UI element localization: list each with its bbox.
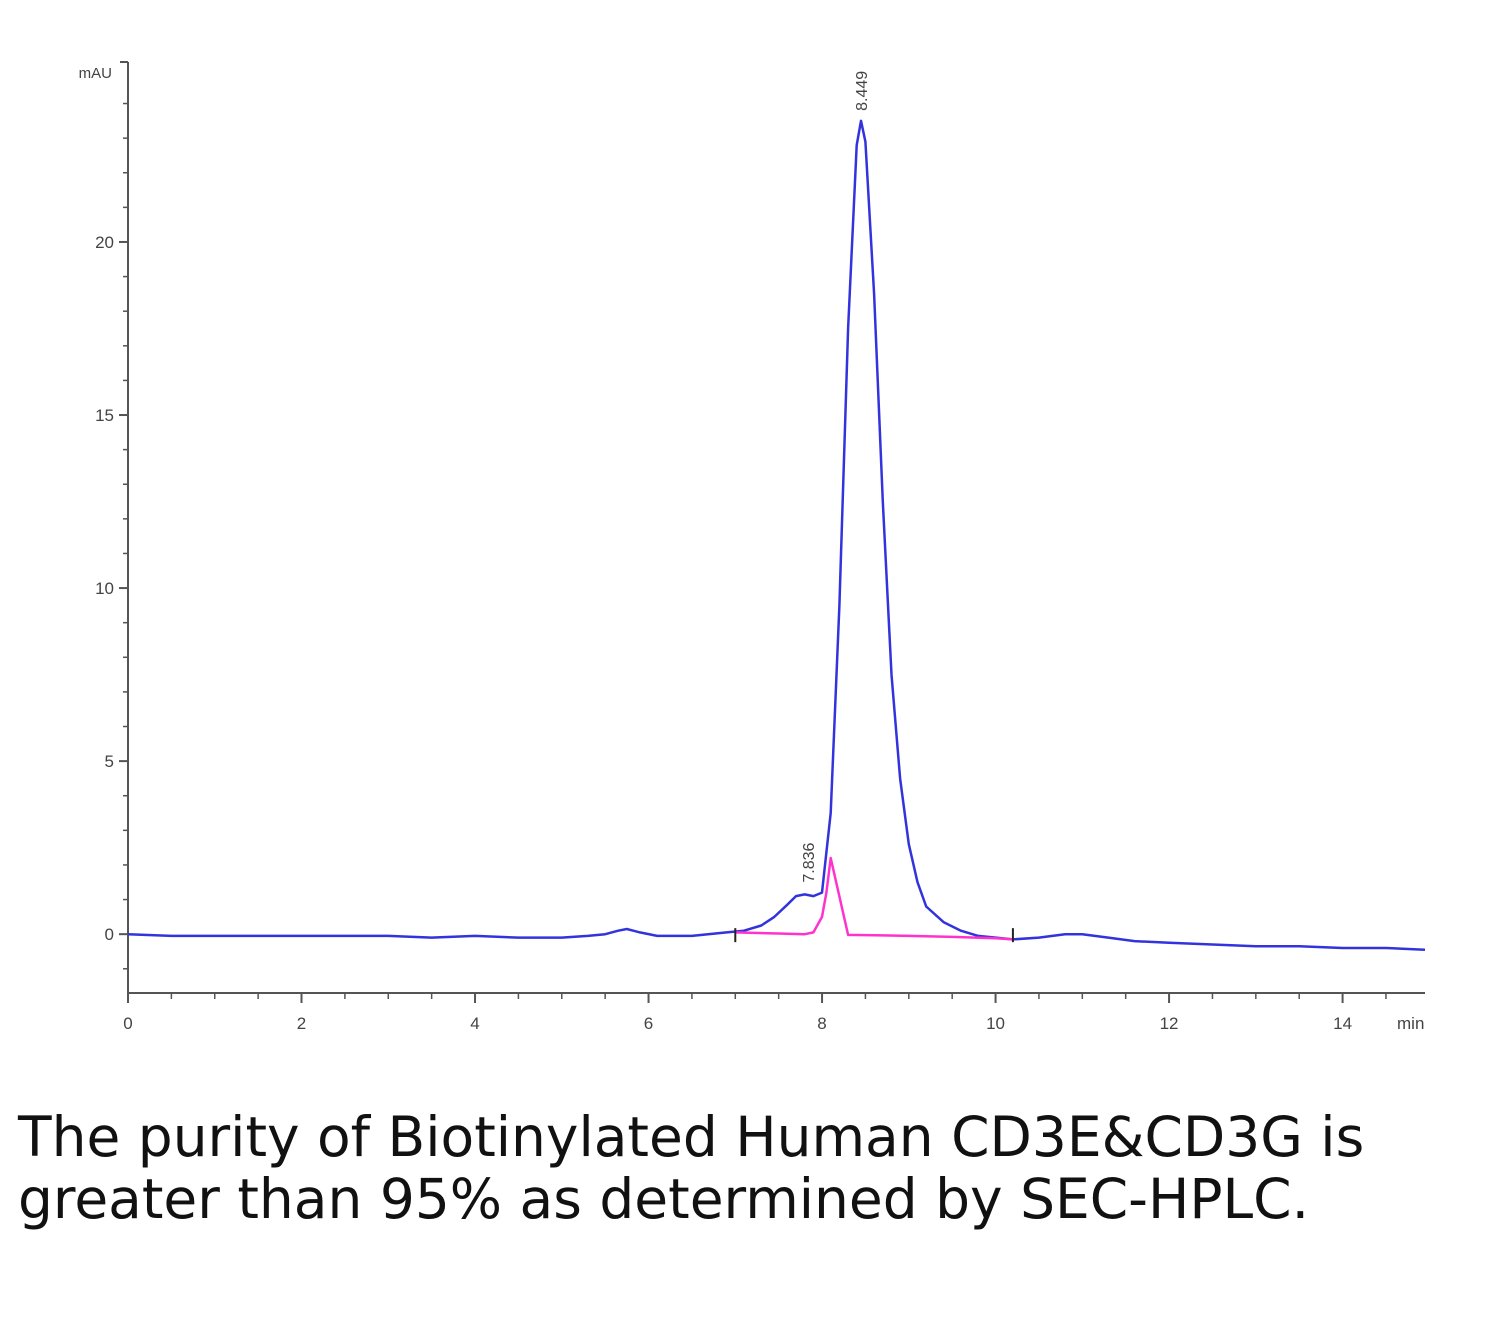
peak-label: 7.836	[801, 842, 818, 882]
chart-labels: 7.836 8.449	[801, 71, 871, 883]
chart-series	[127, 119, 1426, 951]
y-unit-label: mAU	[79, 65, 112, 82]
y-tick-label: 20	[95, 233, 114, 252]
x-tick-label: 2	[297, 1014, 306, 1033]
figure-caption: The purity of Biotinylated Human CD3E&CD…	[18, 1105, 1365, 1231]
y-tick-label: 10	[95, 579, 114, 598]
x-tick-label: 12	[1160, 1014, 1179, 1033]
x-tick-label: 10	[986, 1014, 1005, 1033]
x-tick-label: 0	[123, 1014, 132, 1033]
signal-trace-line	[127, 119, 1426, 951]
y-tick-label: 5	[105, 752, 114, 771]
x-tick-label: 4	[470, 1014, 479, 1033]
peak-label: 8.449	[854, 71, 871, 111]
x-tick-label: 6	[644, 1014, 653, 1033]
y-tick-label: 15	[95, 406, 114, 425]
x-tick-label: 14	[1333, 1014, 1352, 1033]
x-unit-label: min	[1397, 1014, 1424, 1033]
chromatogram-chart: 0 5 10 15 20 mAU 0 2 4 6 8 10 12 14 min 7.836 8.449	[79, 61, 1426, 1033]
x-tick-label: 8	[817, 1014, 826, 1033]
y-tick-label: 0	[105, 925, 114, 944]
chart-ticks: 0 5 10 15 20 mAU 0 2 4 6 8 10 12 14 min	[79, 65, 1425, 1033]
chart-axes	[120, 61, 1425, 994]
baseline-trace-line	[735, 856, 1013, 941]
